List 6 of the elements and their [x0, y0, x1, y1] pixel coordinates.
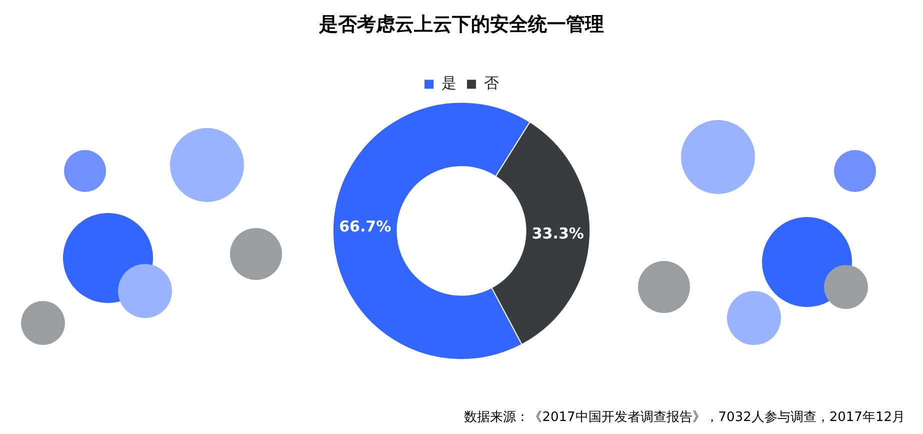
data-label: 66.7% — [339, 217, 392, 236]
chart-title: 是否考虑云上云下的安全统一管理 — [318, 13, 604, 36]
data-label: 33.3% — [532, 224, 584, 242]
source-note: 数据来源：《2017中国开发者调查报告》，7032人参与调查，2017年12月 — [464, 409, 905, 426]
legend-label: 否 — [484, 74, 499, 92]
legend-label: 是 — [442, 74, 456, 92]
